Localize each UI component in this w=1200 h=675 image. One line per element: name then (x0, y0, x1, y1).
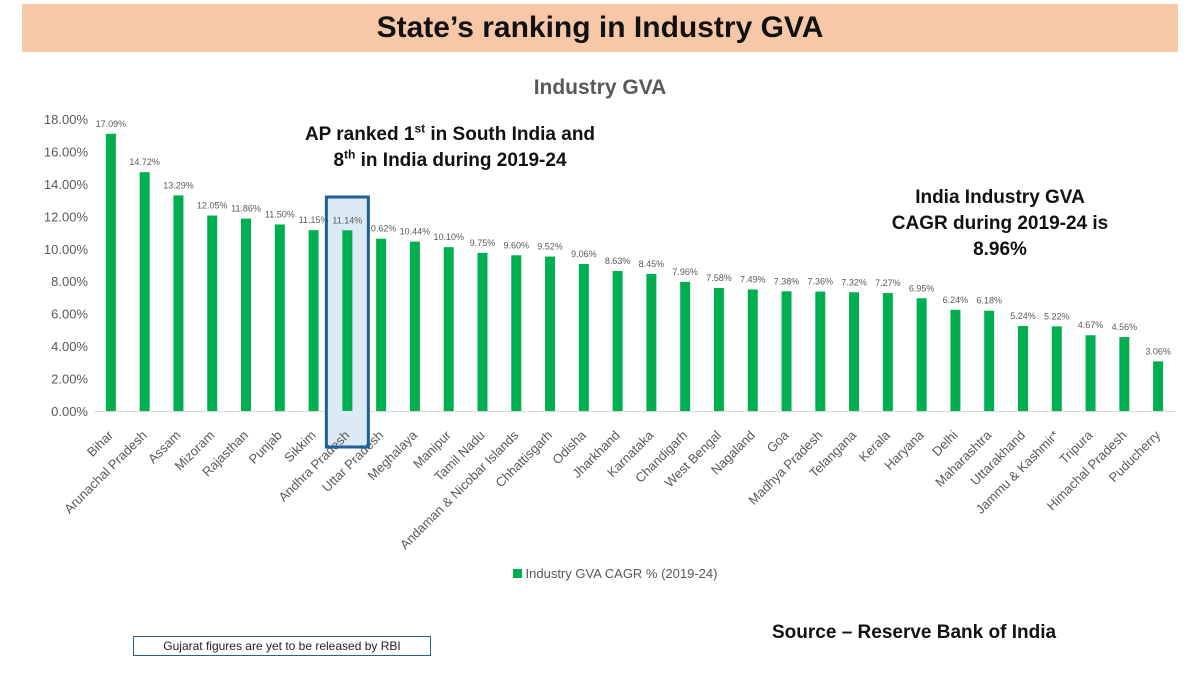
bar (173, 195, 184, 411)
data-label: 6.18% (976, 296, 1002, 306)
data-label: 8.45% (639, 259, 665, 269)
bar (781, 291, 792, 411)
y-tick-label: 2.00% (51, 372, 88, 387)
data-label: 7.27% (875, 278, 901, 288)
india-annotation-line-2: CAGR during 2019-24 is (891, 213, 1109, 234)
bar (443, 247, 454, 411)
bar (376, 238, 387, 411)
y-tick-label: 14.00% (44, 177, 89, 192)
data-label: 11.86% (231, 204, 261, 214)
legend-swatch (512, 569, 522, 578)
bar (511, 255, 522, 411)
industry-gva-bar-chart: 0.00% 2.00% 4.00% 6.00% 8.00% 10.00% 12.00% 14.… (44, 112, 1175, 552)
bar (105, 133, 116, 412)
chart-title: Industry GVA (533, 76, 667, 99)
bar (578, 264, 589, 411)
data-label: 10.44% (400, 227, 431, 237)
india-cagr-annotation: India Industry GVA CAGR during 2019-24 i… (870, 185, 1130, 263)
bar (1153, 361, 1164, 411)
bar (713, 288, 724, 411)
y-tick-label: 4.00% (51, 339, 88, 354)
bar (308, 230, 319, 411)
data-label: 7.32% (841, 277, 867, 287)
data-label: 17.09% (96, 119, 127, 129)
legend-label: Industry GVA CAGR % (2019-24) (525, 566, 718, 581)
bar (984, 310, 995, 411)
bar (646, 273, 657, 411)
page-title: State’s ranking in Industry GVA (376, 11, 824, 44)
data-label: 6.95% (909, 283, 935, 293)
y-tick-label: 8.00% (51, 274, 88, 289)
bar (612, 271, 623, 411)
bar (849, 292, 860, 411)
bar (916, 298, 927, 411)
data-label: 6.24% (943, 295, 969, 305)
data-label: 7.38% (774, 276, 800, 286)
chart-legend: Industry GVA CAGR % (2019-24) (0, 566, 1200, 581)
data-label: 10.10% (433, 232, 464, 242)
x-tick-label: Goa (764, 427, 793, 456)
data-label: 10.62% (366, 224, 397, 234)
data-label: 5.22% (1044, 311, 1070, 321)
ap-annotation-line-1: AP ranked 1st in South India and (304, 121, 596, 145)
data-label: 7.96% (672, 267, 698, 277)
ap-ranking-annotation: AP ranked 1st in South India and 8th in … (270, 122, 630, 174)
title-banner: State’s ranking in Industry GVA (22, 4, 1178, 52)
y-tick-label: 18.00% (44, 112, 89, 127)
bar (545, 256, 556, 411)
bar (1085, 335, 1096, 411)
data-label: 7.58% (706, 273, 732, 283)
bar (477, 252, 488, 411)
y-tick-label: 6.00% (51, 307, 88, 322)
ap-annotation-line-2: 8th in India during 2019-24 (333, 147, 567, 171)
bar (342, 230, 353, 411)
bar (1051, 326, 1062, 411)
data-label: 7.49% (740, 274, 766, 284)
data-label: 12.05% (197, 201, 228, 211)
data-label: 9.06% (571, 249, 597, 259)
india-annotation-line-3: 8.96% (973, 239, 1027, 260)
y-tick-label: 0.00% (51, 404, 88, 419)
data-label: 3.06% (1145, 346, 1171, 356)
y-tick-label: 16.00% (44, 144, 89, 159)
data-label: 11.14% (332, 215, 362, 225)
bar (1017, 325, 1028, 411)
data-label: 8.63% (605, 256, 631, 266)
bar (1119, 337, 1130, 411)
data-label: 4.67% (1078, 320, 1104, 330)
bar (241, 218, 252, 411)
data-label: 5.24% (1010, 311, 1036, 321)
bar (882, 293, 893, 411)
bar (139, 172, 150, 411)
india-annotation-line-1: India Industry GVA (915, 187, 1085, 208)
data-label: 9.52% (537, 242, 563, 252)
bar (950, 309, 961, 411)
data-label: 11.15% (299, 215, 329, 225)
bar (747, 289, 758, 411)
bar (815, 291, 826, 411)
data-label: 14.72% (129, 157, 160, 167)
data-label: 9.60% (504, 240, 530, 250)
y-tick-label: 10.00% (44, 242, 89, 257)
x-tick-label: Punjab (246, 428, 285, 467)
data-label: 4.56% (1112, 322, 1138, 332)
bar (680, 281, 691, 411)
gujarat-footnote: Gujarat figures are yet to be released b… (133, 636, 431, 656)
bar (207, 215, 218, 411)
data-label: 9.75% (470, 238, 496, 248)
source-note: Source – Reserve Bank of India (772, 622, 1057, 643)
bar (274, 224, 285, 411)
bar (409, 241, 420, 411)
data-label: 7.36% (808, 277, 834, 287)
y-tick-label: 12.00% (44, 209, 89, 224)
highlight-box (324, 195, 370, 449)
data-label: 11.50% (265, 209, 295, 219)
data-label: 13.29% (163, 180, 194, 190)
